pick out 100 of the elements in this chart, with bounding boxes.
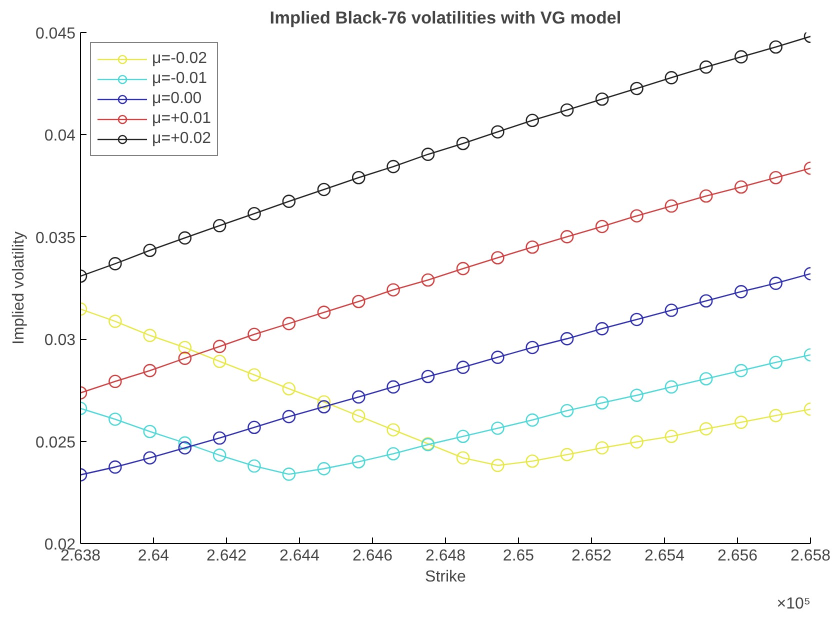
point xyxy=(282,316,296,330)
point xyxy=(108,460,122,474)
x-tick-label: 2.648 xyxy=(425,548,466,564)
point xyxy=(386,447,400,460)
point xyxy=(386,283,400,296)
point xyxy=(595,220,609,234)
point xyxy=(699,294,713,308)
point xyxy=(734,285,748,298)
legend-label: μ=0.00 xyxy=(152,90,202,108)
point xyxy=(630,82,644,96)
point xyxy=(352,294,366,308)
point xyxy=(248,459,261,473)
point xyxy=(108,374,122,388)
point xyxy=(352,455,366,468)
point xyxy=(595,92,609,106)
point xyxy=(317,306,331,319)
point xyxy=(212,340,226,354)
point xyxy=(491,422,504,435)
y-tick-label: 0.04 xyxy=(44,128,76,145)
point xyxy=(560,230,574,244)
point xyxy=(699,189,713,203)
x-tick-label: 2.658 xyxy=(790,548,831,564)
y-axis-title: Implied volatility xyxy=(10,232,28,344)
point xyxy=(491,350,504,364)
point xyxy=(143,244,156,258)
point xyxy=(352,409,366,423)
point xyxy=(282,382,296,396)
chart-title: Implied Black-76 volatilities with VG model xyxy=(270,8,622,28)
text: ×10⁵ xyxy=(776,596,811,612)
point xyxy=(734,416,748,429)
point xyxy=(560,103,574,117)
point xyxy=(317,462,331,476)
point xyxy=(734,50,748,64)
point xyxy=(317,182,331,196)
y-tick-label: 0.035 xyxy=(35,230,76,247)
point xyxy=(248,368,261,382)
point xyxy=(212,219,226,232)
point xyxy=(178,340,192,354)
point xyxy=(178,436,192,450)
point xyxy=(456,262,470,276)
point xyxy=(491,458,504,472)
y-tick-label: 0.025 xyxy=(35,434,76,452)
point xyxy=(734,364,748,378)
point xyxy=(248,206,261,220)
point xyxy=(769,276,782,290)
legend-label: μ=-0.02 xyxy=(152,50,208,68)
point xyxy=(664,430,678,444)
point xyxy=(108,257,122,270)
point xyxy=(630,435,644,449)
point xyxy=(769,40,782,54)
x-tick-label: 2.646 xyxy=(352,548,393,564)
x-tick-label: 2.644 xyxy=(279,548,320,564)
point xyxy=(456,136,470,150)
point xyxy=(456,430,470,444)
point xyxy=(421,273,435,287)
point xyxy=(526,340,540,354)
x-tick-label: 2.642 xyxy=(206,548,247,564)
point xyxy=(352,170,366,184)
point xyxy=(143,451,156,464)
point xyxy=(143,364,156,378)
legend-label: μ=+0.01 xyxy=(152,110,212,128)
y-tick-label: 0.045 xyxy=(35,26,76,42)
point xyxy=(664,199,678,213)
point xyxy=(491,125,504,138)
x-tick-label: 2.64 xyxy=(138,548,170,564)
legend-label: μ=+0.02 xyxy=(152,130,212,148)
point xyxy=(526,114,540,128)
point xyxy=(526,454,540,468)
point xyxy=(178,352,192,365)
x-axis-title: Strike xyxy=(425,568,466,586)
point xyxy=(282,468,296,481)
point xyxy=(421,370,435,384)
point xyxy=(248,328,261,342)
point xyxy=(421,148,435,161)
point xyxy=(108,314,122,328)
point xyxy=(352,390,366,404)
point xyxy=(630,209,644,222)
point xyxy=(560,448,574,462)
point xyxy=(769,170,782,184)
point xyxy=(560,404,574,418)
point xyxy=(526,240,540,254)
point xyxy=(108,412,122,426)
point xyxy=(143,424,156,438)
point xyxy=(699,422,713,436)
point xyxy=(456,360,470,374)
y-tick-label: 0.03 xyxy=(44,332,76,350)
point xyxy=(212,448,226,462)
point xyxy=(595,322,609,336)
point xyxy=(317,400,331,414)
point xyxy=(491,251,504,264)
point xyxy=(664,71,678,84)
point xyxy=(664,304,678,317)
point xyxy=(699,60,713,74)
point xyxy=(630,388,644,402)
point xyxy=(386,423,400,436)
point xyxy=(664,380,678,394)
point xyxy=(386,380,400,394)
point xyxy=(769,356,782,370)
point xyxy=(248,420,261,434)
point xyxy=(282,194,296,208)
